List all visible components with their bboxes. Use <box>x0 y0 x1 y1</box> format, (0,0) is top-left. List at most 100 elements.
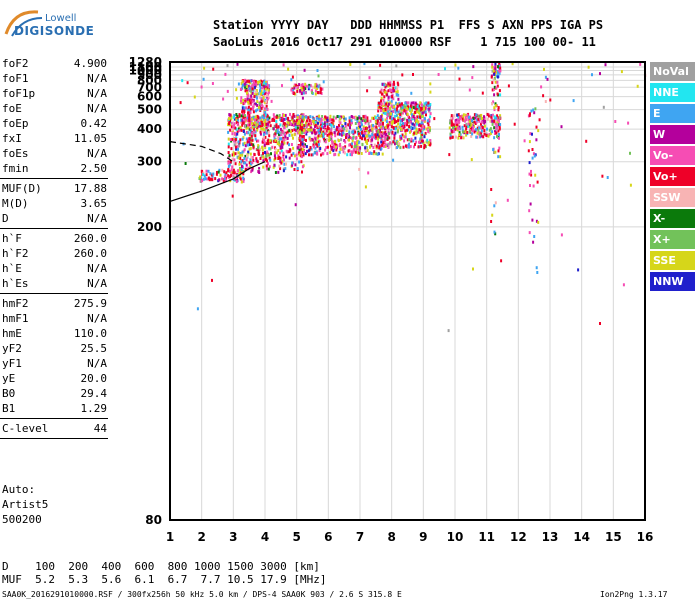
echo-point <box>411 113 413 117</box>
echo-point <box>300 114 303 118</box>
echo-point <box>528 209 531 213</box>
echo-point <box>397 97 400 101</box>
echo-point <box>416 115 419 119</box>
echo-point <box>427 101 430 105</box>
echo-point <box>251 100 254 104</box>
echo-point <box>255 157 258 161</box>
echo-point <box>291 129 294 133</box>
echo-point <box>495 119 497 123</box>
echo-point <box>538 118 541 122</box>
echo-point <box>476 126 479 130</box>
echo-point <box>251 168 254 172</box>
echo-point <box>242 121 245 125</box>
echo-point <box>319 130 322 134</box>
x-tick-label: 15 <box>605 530 622 544</box>
echo-point <box>209 172 212 176</box>
echo-point <box>259 95 262 99</box>
echo-point <box>325 146 328 150</box>
echo-point <box>321 87 324 91</box>
echo-point <box>227 130 230 134</box>
echo-point <box>284 138 287 141</box>
echo-point <box>428 104 431 108</box>
echo-point <box>256 123 259 127</box>
echo-point <box>549 98 552 102</box>
echo-point <box>282 138 285 142</box>
param-name: h`F <box>2 232 22 245</box>
echo-point <box>537 129 540 133</box>
echo-point <box>296 122 299 126</box>
echo-point <box>260 89 263 93</box>
echo-point <box>535 266 538 270</box>
legend-item: E <box>650 104 695 123</box>
model-curve <box>169 141 234 163</box>
x-tick-label: 1 <box>166 530 174 544</box>
echo-point <box>291 116 294 120</box>
param-value: 4.900 <box>73 57 107 70</box>
echo-point <box>497 116 500 120</box>
echo-point <box>202 177 205 181</box>
echo-point <box>359 125 362 129</box>
echo-point <box>450 119 453 123</box>
echo-point <box>239 87 242 91</box>
echo-point <box>343 151 346 155</box>
echo-point <box>395 64 398 68</box>
echo-point <box>268 147 271 151</box>
echo-point <box>265 154 268 158</box>
echo-point <box>252 124 255 128</box>
echo-point <box>226 89 229 93</box>
param-row: D N/A <box>0 211 110 226</box>
echo-point <box>362 125 365 129</box>
echo-point <box>247 84 250 88</box>
echo-point <box>490 117 493 121</box>
echo-point <box>330 123 333 127</box>
echo-point <box>335 116 338 120</box>
param-name: h`F2 <box>2 247 29 260</box>
echo-point <box>413 116 416 120</box>
echo-point <box>254 115 257 119</box>
echo-point <box>451 116 454 120</box>
echo-point <box>491 130 494 134</box>
echo-point <box>324 124 326 128</box>
legend-item: NNW <box>650 272 695 291</box>
echo-point <box>250 135 253 138</box>
echo-point <box>255 109 257 113</box>
legend-item: Vo+ <box>650 167 695 186</box>
echo-point <box>214 177 217 181</box>
echo-point <box>244 89 247 93</box>
echo-point <box>304 131 307 135</box>
echo-point <box>473 130 476 134</box>
echo-point <box>429 142 432 146</box>
echo-point <box>450 116 453 120</box>
echo-point <box>317 74 320 78</box>
echo-point <box>368 76 371 80</box>
echo-point <box>244 124 247 128</box>
echo-point <box>358 116 361 120</box>
echo-point <box>585 139 588 143</box>
echo-point <box>303 129 305 133</box>
echo-point <box>262 155 265 159</box>
echo-point <box>262 135 265 139</box>
echo-point <box>296 89 299 93</box>
echo-point <box>306 149 308 153</box>
echo-point <box>483 132 486 136</box>
echo-point <box>350 119 353 123</box>
echo-point <box>422 141 425 145</box>
echo-point <box>300 86 303 90</box>
echo-point <box>231 157 234 161</box>
echo-point <box>350 115 353 118</box>
echo-point <box>398 101 401 105</box>
echo-point <box>292 123 295 127</box>
echo-point <box>337 139 340 143</box>
echo-point <box>322 135 325 139</box>
echo-point <box>417 106 420 110</box>
echo-point <box>260 79 262 83</box>
echo-point <box>409 130 411 134</box>
echo-point <box>390 101 393 105</box>
echo-point <box>274 138 277 142</box>
echo-point <box>250 162 252 166</box>
echo-point <box>472 126 475 130</box>
echo-point <box>324 129 327 133</box>
echo-point <box>230 147 233 151</box>
echo-point <box>260 154 263 158</box>
echo-point <box>333 142 336 146</box>
